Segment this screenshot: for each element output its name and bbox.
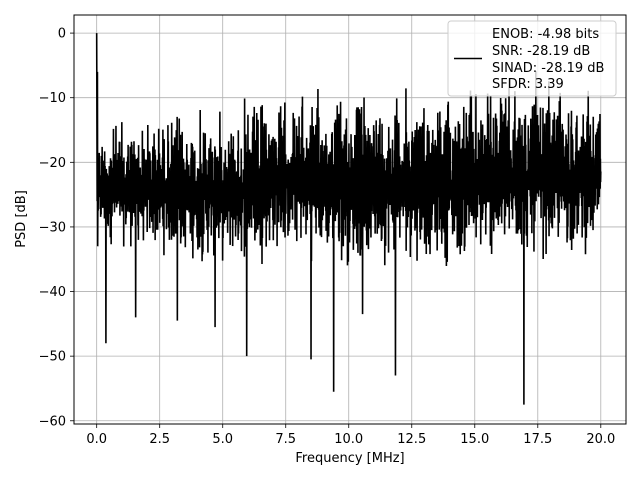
y-tick-label: −60 — [39, 414, 66, 429]
x-tick-label: 2.5 — [149, 432, 170, 447]
x-tick-label: 5.0 — [212, 432, 233, 447]
x-tick-label: 12.5 — [397, 432, 426, 447]
y-tick-label: −30 — [39, 220, 66, 235]
plot-area — [95, 33, 602, 405]
x-tick-label: 0.0 — [86, 432, 107, 447]
x-tick-label: 15.0 — [460, 432, 489, 447]
psd-series-line — [95, 33, 602, 405]
x-tick-label: 17.5 — [523, 432, 552, 447]
y-tick-label: −10 — [39, 91, 66, 106]
y-tick-label: −20 — [39, 156, 66, 171]
x-axis-label: Frequency [MHz] — [295, 451, 404, 466]
x-tick-label: 7.5 — [275, 432, 296, 447]
x-tick-label: 20.0 — [586, 432, 615, 447]
x-axis: 0.0 2.5 5.0 7.5 10.0 12.5 15.0 17.5 20.0 — [86, 424, 615, 447]
y-tick-label: −40 — [39, 285, 66, 300]
y-tick-label: −50 — [39, 350, 66, 365]
legend-entry-snr: SNR: -28.19 dB — [492, 44, 590, 59]
y-axis: 0 −10 −20 −30 −40 −50 −60 — [39, 27, 74, 429]
y-axis-label: PSD [dB] — [14, 190, 29, 248]
legend-entry-sinad: SINAD: -28.19 dB — [492, 61, 604, 76]
legend-box — [447, 20, 617, 97]
x-tick-label: 10.0 — [334, 432, 363, 447]
legend: ENOB: -4.98 bits SNR: -28.19 dB SINAD: -… — [447, 20, 617, 97]
y-tick-label: 0 — [58, 27, 66, 42]
axes-frame — [73, 14, 627, 425]
legend-entry-sfdr: SFDR: 3.39 — [492, 77, 564, 92]
legend-entry-enob: ENOB: -4.98 bits — [492, 27, 599, 42]
